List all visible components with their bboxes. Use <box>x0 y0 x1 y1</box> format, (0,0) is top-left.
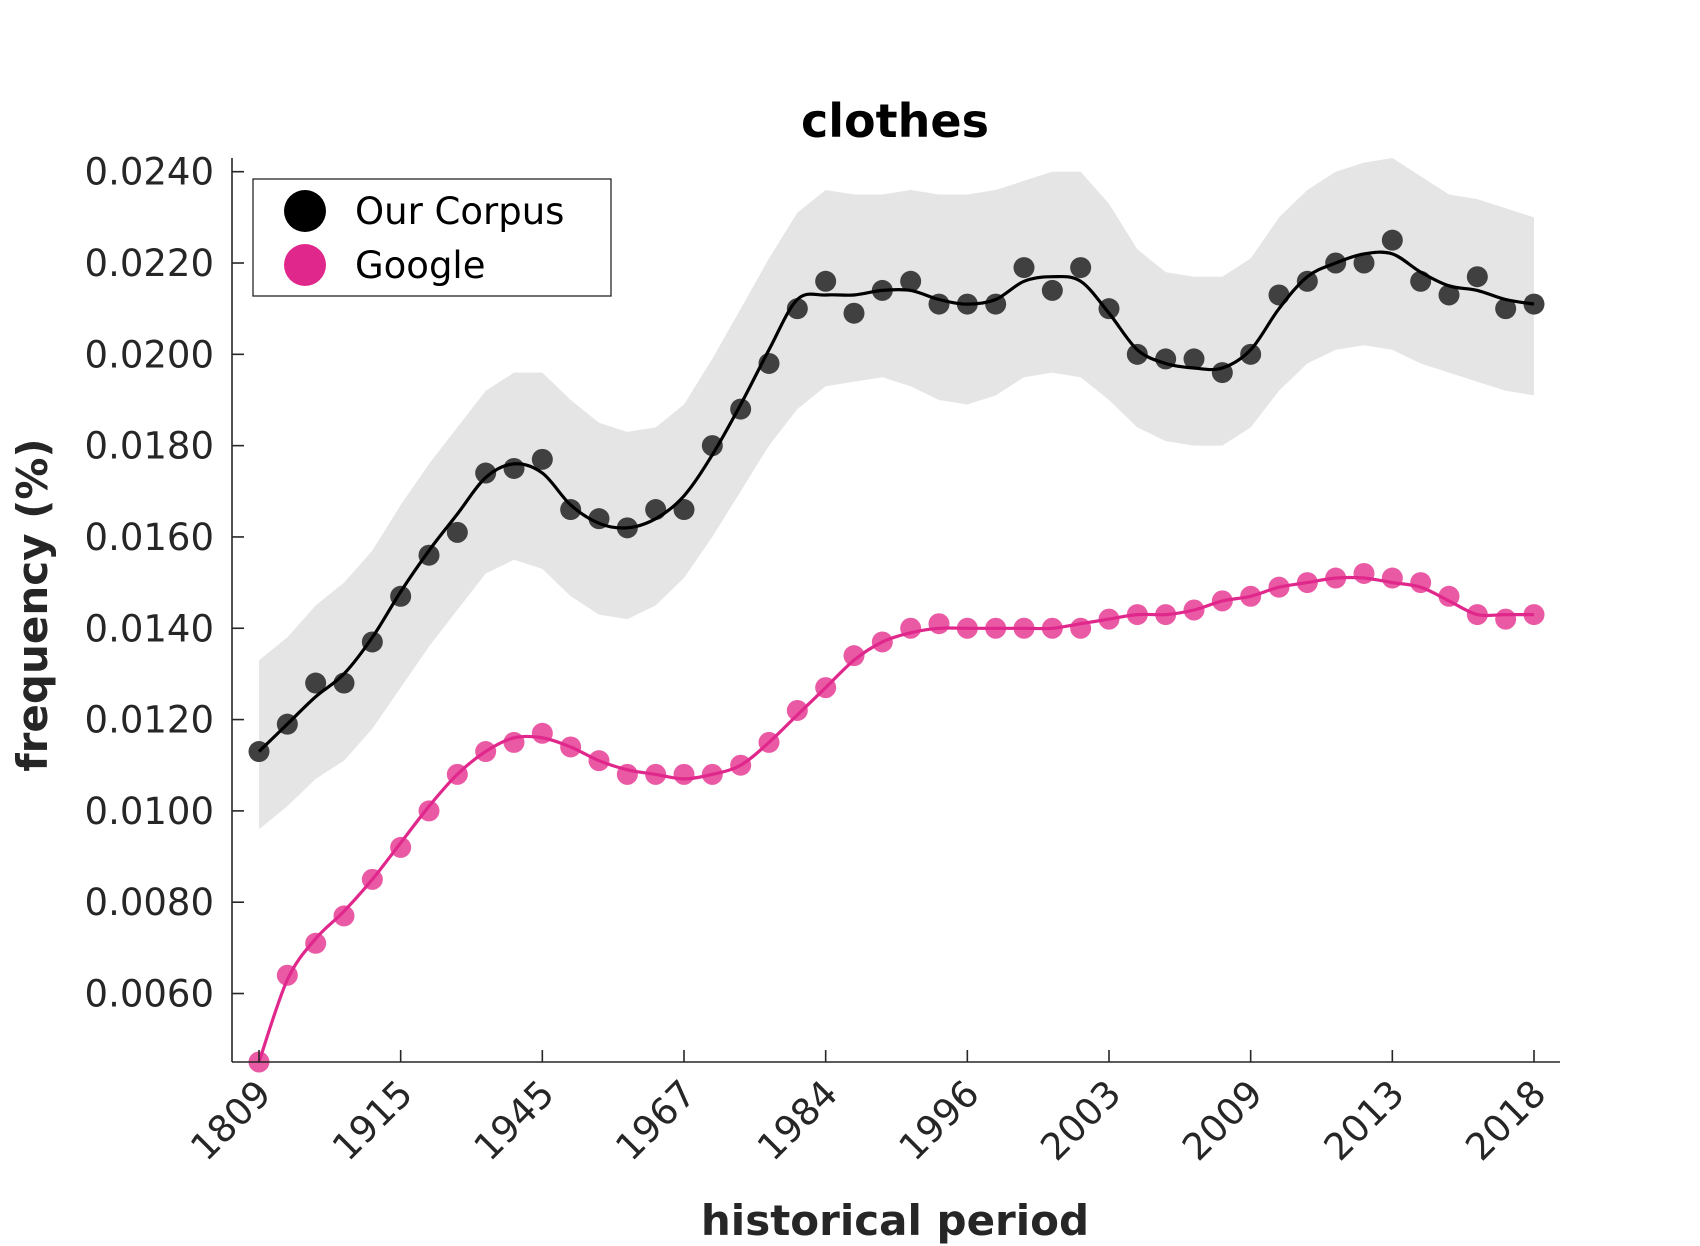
legend-label-our-corpus: Our Corpus <box>355 190 564 233</box>
legend: Our Corpus Google <box>252 178 612 297</box>
legend-marker-google <box>284 244 326 286</box>
x-tick-label: 1945 <box>466 1072 563 1169</box>
google-point <box>673 763 695 785</box>
x-tick-label: 2009 <box>1174 1072 1271 1169</box>
x-tick-label: 1809 <box>182 1072 279 1169</box>
our-corpus-point <box>446 521 468 543</box>
our-corpus-band <box>259 158 1534 830</box>
google-point <box>503 731 525 753</box>
our-corpus-point <box>985 293 1007 315</box>
y-axis-title: frequency (%) <box>8 438 57 771</box>
our-corpus-point <box>1183 348 1205 370</box>
our-corpus-point <box>815 270 837 292</box>
x-tick-label: 1984 <box>749 1072 846 1169</box>
google-point <box>843 645 865 667</box>
google-point <box>418 800 440 822</box>
our-corpus-line <box>257 250 1535 753</box>
our-corpus-point <box>1296 270 1318 292</box>
x-tick-label: 1996 <box>891 1072 988 1169</box>
y-tick-label: 0.0160 <box>85 516 214 559</box>
our-corpus-point <box>503 457 525 479</box>
our-corpus-point <box>1381 229 1403 251</box>
our-corpus-point <box>1495 298 1517 320</box>
google-point <box>390 836 412 858</box>
x-axis-title: historical period <box>701 1196 1089 1245</box>
our-corpus-point <box>701 435 723 457</box>
our-corpus-point <box>843 302 865 324</box>
our-corpus-point <box>1098 298 1120 320</box>
google-point <box>333 905 355 927</box>
x-tick-label: 2018 <box>1457 1072 1554 1169</box>
x-tick-label: 2003 <box>1032 1072 1129 1169</box>
our-corpus-point <box>1070 257 1092 279</box>
our-corpus-point <box>305 672 327 694</box>
google-point <box>786 699 808 721</box>
google-point <box>928 613 950 635</box>
our-corpus-point <box>560 499 582 521</box>
our-corpus-point <box>1353 252 1375 274</box>
our-corpus-point <box>900 270 922 292</box>
legend-label-google: Google <box>355 244 485 287</box>
our-corpus-point <box>1268 284 1290 306</box>
y-tick-label: 0.0080 <box>85 881 214 924</box>
our-corpus-point <box>1041 279 1063 301</box>
our-corpus-point <box>531 448 553 470</box>
our-corpus-point <box>1466 266 1488 288</box>
our-corpus-point <box>1523 293 1545 315</box>
google-point <box>1438 585 1460 607</box>
our-corpus-point <box>1438 284 1460 306</box>
y-tick-label: 0.0200 <box>85 333 214 376</box>
our-corpus-point <box>475 462 497 484</box>
google-point <box>1381 567 1403 589</box>
y-tick-label: 0.0140 <box>85 607 214 650</box>
plot-area <box>248 158 1545 1073</box>
x-tick-label: 1967 <box>607 1072 704 1169</box>
y-tick-label: 0.0220 <box>85 242 214 285</box>
our-corpus-point <box>673 499 695 521</box>
y-tick-label: 0.0180 <box>85 425 214 468</box>
y-tick-label: 0.0240 <box>85 151 214 194</box>
google-point <box>1353 562 1375 584</box>
google-line <box>257 575 1534 1063</box>
y-tick-label: 0.0100 <box>85 790 214 833</box>
x-tick-label: 1915 <box>324 1072 421 1169</box>
google-point <box>1495 608 1517 630</box>
y-tick-label: 0.0060 <box>85 973 214 1016</box>
x-tick-label: 2013 <box>1316 1072 1413 1169</box>
our-corpus-point <box>1126 343 1148 365</box>
chart-title: clothes <box>801 94 989 148</box>
our-corpus-point <box>1013 257 1035 279</box>
our-corpus-point <box>1240 343 1262 365</box>
google-point <box>305 932 327 954</box>
y-tick-label: 0.0120 <box>85 699 214 742</box>
legend-marker-our-corpus <box>284 190 326 232</box>
